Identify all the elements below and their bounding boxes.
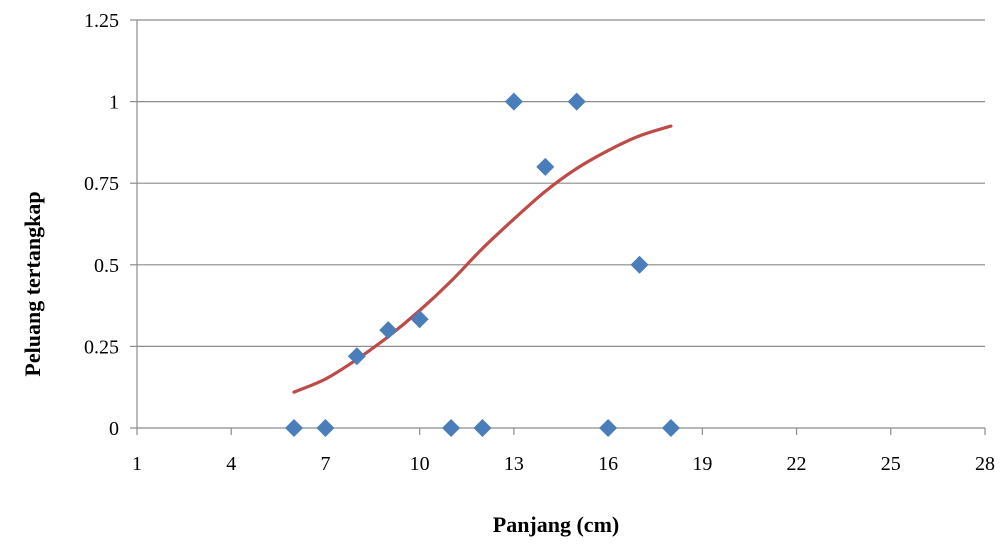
data-point-2 — [347, 347, 366, 366]
x-tick-label-0: 1 — [132, 453, 142, 475]
data-point-5 — [442, 419, 461, 437]
x-axis-title: Panjang (cm) — [493, 512, 619, 537]
x-tick-label-8: 25 — [881, 453, 901, 475]
data-point-12 — [661, 419, 680, 437]
x-tick-label-1: 4 — [226, 453, 236, 475]
x-tick-label-5: 16 — [598, 453, 618, 475]
x-tick-label-3: 10 — [410, 453, 430, 475]
data-point-1 — [316, 419, 335, 437]
x-tick-label-2: 7 — [320, 453, 330, 475]
fitted-curve-line — [292, 124, 673, 394]
data-point-0 — [285, 419, 304, 437]
x-tick-label-7: 22 — [787, 453, 807, 475]
data-point-7 — [504, 92, 523, 111]
data-point-6 — [473, 419, 492, 437]
data-points — [285, 92, 680, 437]
data-point-4 — [410, 310, 429, 329]
x-tick-label-6: 19 — [692, 453, 712, 475]
x-tick-labels: 1 4 7 10 13 16 19 22 25 28 — [132, 453, 995, 475]
y-tick-label-1: 0.25 — [84, 336, 119, 358]
data-point-3 — [379, 321, 398, 340]
x-tick-label-9: 28 — [975, 453, 995, 475]
y-tick-label-2: 0.5 — [94, 255, 119, 277]
x-tick-label-4: 13 — [504, 453, 524, 475]
data-point-8 — [536, 157, 555, 176]
axes — [130, 19, 986, 435]
y-tick-label-5: 1.25 — [84, 10, 119, 32]
fitted-curve — [292, 124, 673, 394]
y-tick-label-4: 1 — [109, 92, 119, 114]
data-point-10 — [599, 419, 618, 437]
grid-lines — [137, 19, 985, 347]
y-tick-labels: 0 0.25 0.5 0.75 1 1.25 — [84, 10, 119, 440]
data-point-11 — [630, 255, 649, 274]
y-tick-label-0: 0 — [109, 418, 119, 440]
y-tick-label-3: 0.75 — [84, 173, 119, 195]
data-point-9 — [567, 92, 586, 111]
y-axis-title: Peluang tertangkap — [20, 191, 45, 376]
